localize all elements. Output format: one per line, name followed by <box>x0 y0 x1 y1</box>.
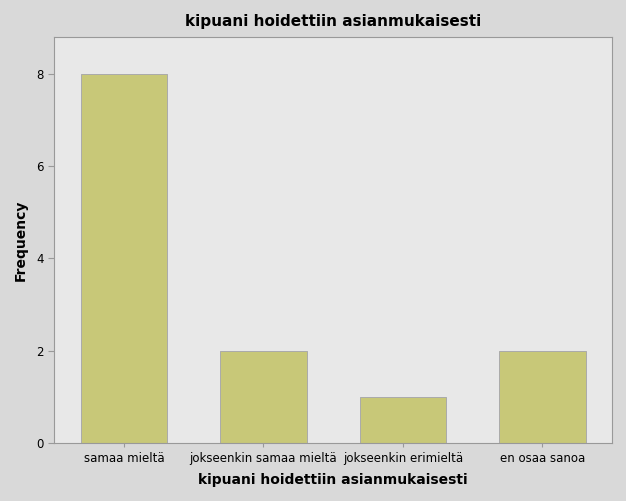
X-axis label: kipuani hoidettiin asianmukaisesti: kipuani hoidettiin asianmukaisesti <box>198 473 468 487</box>
Bar <box>220 351 307 443</box>
Bar <box>81 74 167 443</box>
Bar <box>359 397 446 443</box>
Title: kipuani hoidettiin asianmukaisesti: kipuani hoidettiin asianmukaisesti <box>185 14 481 29</box>
Bar <box>499 351 585 443</box>
Y-axis label: Frequency: Frequency <box>14 199 28 281</box>
